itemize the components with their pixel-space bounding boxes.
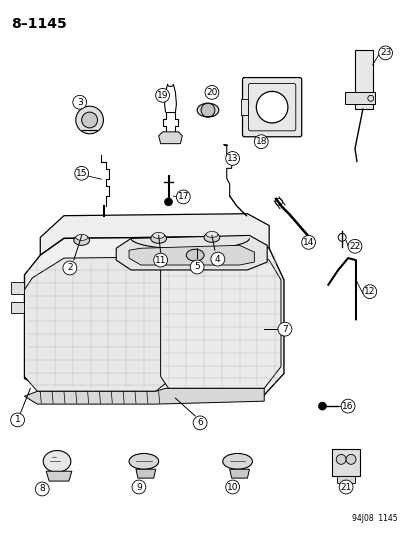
Text: 18: 18 xyxy=(255,137,266,146)
Polygon shape xyxy=(158,132,182,144)
Circle shape xyxy=(153,253,167,267)
Circle shape xyxy=(278,322,291,336)
Polygon shape xyxy=(135,469,155,478)
Circle shape xyxy=(225,480,239,494)
Circle shape xyxy=(81,112,97,128)
Circle shape xyxy=(347,239,361,253)
Text: 10: 10 xyxy=(226,482,238,491)
Circle shape xyxy=(338,480,352,494)
Circle shape xyxy=(335,455,345,464)
Circle shape xyxy=(11,413,24,427)
Ellipse shape xyxy=(152,232,164,238)
Text: 12: 12 xyxy=(363,287,375,296)
Ellipse shape xyxy=(74,236,89,245)
Text: 1: 1 xyxy=(15,415,20,424)
Circle shape xyxy=(345,455,355,464)
Polygon shape xyxy=(116,236,266,270)
Circle shape xyxy=(256,91,287,123)
Bar xyxy=(337,476,354,483)
Polygon shape xyxy=(129,245,254,265)
Text: 5: 5 xyxy=(194,262,199,271)
Polygon shape xyxy=(11,302,24,313)
Ellipse shape xyxy=(206,231,217,237)
Circle shape xyxy=(301,236,315,249)
Polygon shape xyxy=(46,471,72,481)
Circle shape xyxy=(63,261,76,275)
Polygon shape xyxy=(24,237,283,400)
Text: 16: 16 xyxy=(342,401,353,410)
Ellipse shape xyxy=(129,454,158,469)
Circle shape xyxy=(204,85,218,99)
FancyBboxPatch shape xyxy=(242,78,301,137)
Bar xyxy=(344,92,374,104)
Text: 22: 22 xyxy=(349,242,360,251)
Text: 4: 4 xyxy=(214,255,220,264)
Polygon shape xyxy=(24,389,263,404)
Text: 13: 13 xyxy=(226,154,238,163)
Circle shape xyxy=(35,482,49,496)
Circle shape xyxy=(254,135,268,149)
Circle shape xyxy=(378,46,392,60)
Ellipse shape xyxy=(43,450,71,472)
Circle shape xyxy=(225,151,239,165)
Text: 8: 8 xyxy=(39,484,45,494)
Text: 11: 11 xyxy=(154,256,166,264)
Circle shape xyxy=(155,88,169,102)
Circle shape xyxy=(340,399,354,413)
Bar xyxy=(240,99,248,115)
Text: 23: 23 xyxy=(379,49,390,58)
Ellipse shape xyxy=(150,233,166,244)
Text: 6: 6 xyxy=(197,418,202,427)
Polygon shape xyxy=(24,257,165,391)
Text: 9: 9 xyxy=(136,482,142,491)
Circle shape xyxy=(201,103,214,117)
Circle shape xyxy=(132,480,145,494)
Text: 8–1145: 8–1145 xyxy=(11,18,66,31)
Bar xyxy=(332,449,359,476)
Text: 20: 20 xyxy=(206,88,217,97)
Circle shape xyxy=(76,106,103,134)
Circle shape xyxy=(176,190,190,204)
Text: 2: 2 xyxy=(67,263,73,272)
Text: 14: 14 xyxy=(302,238,313,247)
Text: 94J08  1145: 94J08 1145 xyxy=(351,513,396,522)
Circle shape xyxy=(190,260,204,274)
Circle shape xyxy=(211,252,224,266)
Circle shape xyxy=(318,402,325,410)
Bar xyxy=(354,50,372,109)
Circle shape xyxy=(193,416,206,430)
Circle shape xyxy=(75,166,88,180)
Ellipse shape xyxy=(204,232,219,243)
Circle shape xyxy=(73,95,86,109)
Polygon shape xyxy=(160,248,280,389)
Polygon shape xyxy=(40,214,268,255)
Text: 21: 21 xyxy=(339,482,351,491)
Text: 15: 15 xyxy=(76,169,87,178)
Ellipse shape xyxy=(222,454,252,469)
Text: 19: 19 xyxy=(157,91,168,100)
Circle shape xyxy=(362,285,376,298)
Ellipse shape xyxy=(197,103,218,117)
Ellipse shape xyxy=(76,235,88,240)
Text: 3: 3 xyxy=(77,98,83,107)
Text: 17: 17 xyxy=(177,192,189,201)
Polygon shape xyxy=(11,282,24,294)
Text: 7: 7 xyxy=(281,325,287,334)
Ellipse shape xyxy=(186,249,204,261)
Polygon shape xyxy=(229,469,249,478)
Circle shape xyxy=(164,198,172,206)
